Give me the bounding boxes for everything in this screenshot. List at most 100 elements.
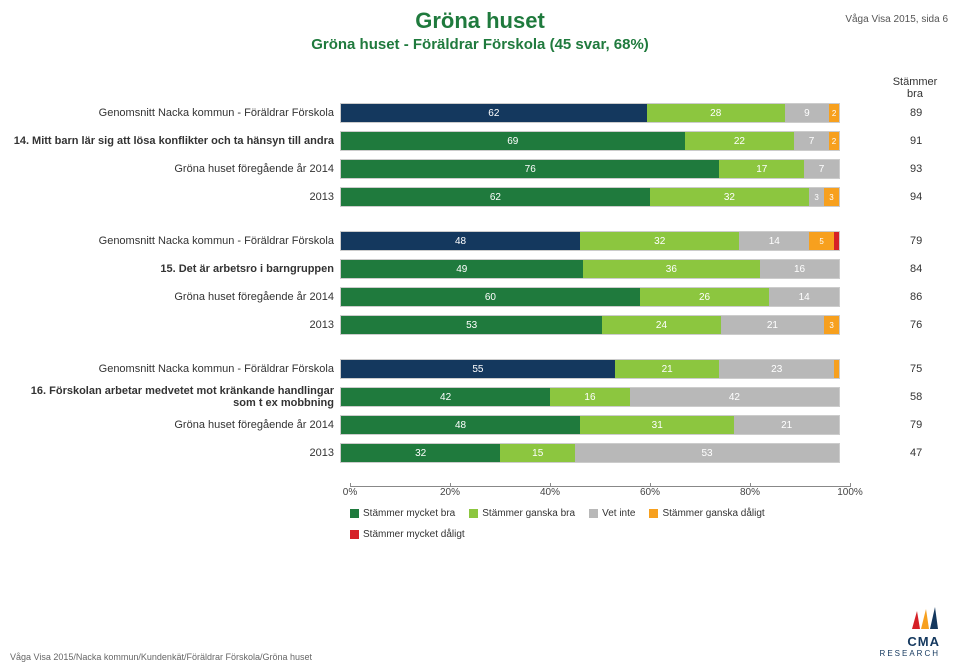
cma-logo: CMA RESEARCH <box>880 609 940 658</box>
bar-segment: 14 <box>769 288 839 306</box>
legend-label: Stämmer ganska dåligt <box>662 508 764 519</box>
bar-segment: 36 <box>583 260 761 278</box>
bar-segment: 48 <box>341 416 580 434</box>
bar-segment: 31 <box>580 416 734 434</box>
bar-segment: 42 <box>630 388 839 406</box>
chart-row: 201362323394 <box>10 186 890 208</box>
bar-segment: 76 <box>341 160 719 178</box>
legend-swatch-icon <box>350 530 359 539</box>
bar-segment: 55 <box>341 360 615 378</box>
chart-row: Gröna huset föregående år 20147617793 <box>10 158 890 180</box>
score-column-header: Stämmer bra <box>890 76 940 100</box>
stacked-bar: 552123 <box>340 359 840 379</box>
bar-segment: 26 <box>640 288 769 306</box>
stacked-bar: 483121 <box>340 415 840 435</box>
legend-swatch-icon <box>589 509 598 518</box>
legend-item: Stämmer ganska bra <box>469 508 575 519</box>
legend-item: Vet inte <box>589 508 635 519</box>
chart-area: Genomsnitt Nacka kommun - Föräldrar Förs… <box>10 102 890 540</box>
legend-label: Stämmer mycket bra <box>363 508 455 519</box>
stacked-bar: 321553 <box>340 443 840 463</box>
page-header-right: Våga Visa 2015, sida 6 <box>845 14 948 25</box>
bar-segment: 7 <box>794 132 829 150</box>
row-label: Genomsnitt Nacka kommun - Föräldrar Förs… <box>10 235 340 247</box>
row-score: 91 <box>910 135 950 147</box>
bar-segment: 28 <box>647 104 785 122</box>
row-label: Gröna huset föregående år 2014 <box>10 291 340 303</box>
chart-row: 16. Förskolan arbetar medvetet mot kränk… <box>10 386 890 408</box>
bar-segment: 7 <box>804 160 839 178</box>
row-score: 58 <box>910 391 950 403</box>
legend-label: Vet inte <box>602 508 635 519</box>
chart-group: Genomsnitt Nacka kommun - Föräldrar Förs… <box>10 230 890 336</box>
axis-tick: 60% <box>630 487 670 498</box>
row-label: 15. Det är arbetsro i barngruppen <box>10 263 340 275</box>
row-score: 76 <box>910 319 950 331</box>
axis-tick: 20% <box>430 487 470 498</box>
legend-item: Stämmer ganska dåligt <box>649 508 764 519</box>
bar-segment: 24 <box>602 316 720 334</box>
bar-segment: 5 <box>809 232 834 250</box>
row-label: Genomsnitt Nacka kommun - Föräldrar Förs… <box>10 363 340 375</box>
legend-label: Stämmer ganska bra <box>482 508 575 519</box>
bar-segment: 21 <box>615 360 720 378</box>
stacked-bar: 602614 <box>340 287 840 307</box>
legend-item: Stämmer mycket bra <box>350 508 455 519</box>
chart-row: 2013532421376 <box>10 314 890 336</box>
axis-tick: 100% <box>830 487 870 498</box>
chart-row: Genomsnitt Nacka kommun - Föräldrar Förs… <box>10 358 890 380</box>
chart-row: Genomsnitt Nacka kommun - Föräldrar Förs… <box>10 230 890 252</box>
bar-segment: 21 <box>721 316 825 334</box>
stacked-bar: 76177 <box>340 159 840 179</box>
logo-sail-icon <box>912 609 940 631</box>
stacked-bar: 493616 <box>340 259 840 279</box>
bar-segment: 32 <box>580 232 739 250</box>
legend-swatch-icon <box>649 509 658 518</box>
bar-segment: 3 <box>809 188 824 206</box>
bar-segment: 60 <box>341 288 640 306</box>
bar-segment: 3 <box>824 188 839 206</box>
chart-group: Genomsnitt Nacka kommun - Föräldrar Förs… <box>10 102 890 208</box>
page-title: Gröna huset <box>0 8 960 34</box>
bar-segment: 62 <box>341 104 647 122</box>
row-score: 79 <box>910 235 950 247</box>
bar-segment: 32 <box>650 188 809 206</box>
chart-group: Genomsnitt Nacka kommun - Föräldrar Förs… <box>10 358 890 464</box>
bar-segment: 3 <box>824 316 839 334</box>
legend-label: Stämmer mycket dåligt <box>363 529 465 540</box>
bar-segment: 53 <box>341 316 602 334</box>
bar-segment: 32 <box>341 444 500 462</box>
stacked-bar: 5324213 <box>340 315 840 335</box>
row-score: 75 <box>910 363 950 375</box>
legend: Stämmer mycket bra Stämmer ganska bra Vet … <box>350 508 890 540</box>
bar-segment: 42 <box>341 388 550 406</box>
logo-subtext: RESEARCH <box>880 649 940 658</box>
bar-segment: 22 <box>685 132 795 150</box>
chart-row: 201332155347 <box>10 442 890 464</box>
row-label: 14. Mitt barn lär sig att lösa konflikte… <box>10 135 340 147</box>
row-score: 94 <box>910 191 950 203</box>
row-label: 2013 <box>10 447 340 459</box>
row-label: Gröna huset föregående år 2014 <box>10 163 340 175</box>
chart-row: 14. Mitt barn lär sig att lösa konflikte… <box>10 130 890 152</box>
logo-text: CMA <box>880 634 940 649</box>
row-score: 84 <box>910 263 950 275</box>
stacked-bar: 421642 <box>340 387 840 407</box>
legend-item: Stämmer mycket dåligt <box>350 529 465 540</box>
axis-tick: 0% <box>330 487 370 498</box>
row-score: 79 <box>910 419 950 431</box>
row-label: 2013 <box>10 319 340 331</box>
bar-segment: 17 <box>719 160 804 178</box>
row-score: 47 <box>910 447 950 459</box>
page-subtitle: Gröna huset - Föräldrar Förskola (45 sva… <box>0 36 960 53</box>
bar-segment <box>834 232 839 250</box>
bar-segment: 16 <box>550 388 630 406</box>
row-score: 86 <box>910 291 950 303</box>
bar-segment: 16 <box>760 260 839 278</box>
row-label: 2013 <box>10 191 340 203</box>
bar-segment: 14 <box>739 232 809 250</box>
bar-segment: 62 <box>341 188 650 206</box>
bar-segment: 49 <box>341 260 583 278</box>
stacked-bar: 4832145 <box>340 231 840 251</box>
legend-swatch-icon <box>469 509 478 518</box>
